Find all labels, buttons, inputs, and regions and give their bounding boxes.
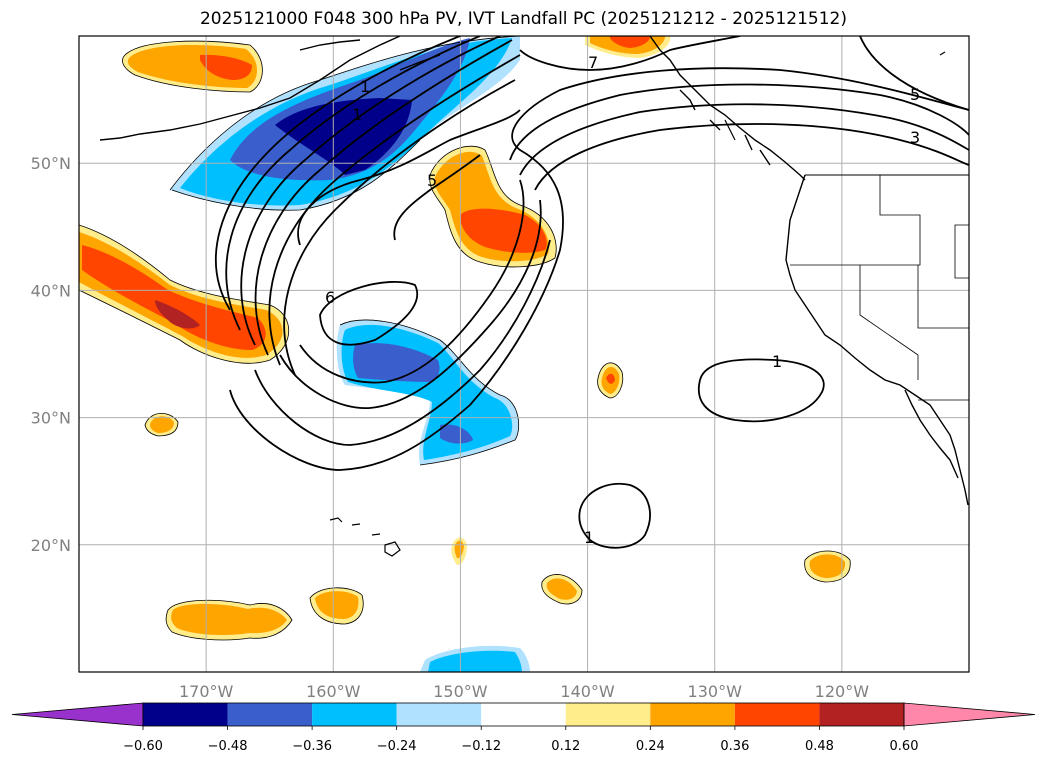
colorbar-segment <box>143 703 228 726</box>
positive-anomaly-region <box>150 416 174 433</box>
colorbar-tick-label: 0.48 <box>805 739 834 754</box>
positive-anomaly-region <box>171 603 287 636</box>
positive-anomaly-region <box>606 373 615 384</box>
longitude-labels: 170°W 160°W 150°W 140°W 130°W 120°W <box>179 682 869 701</box>
contour-label: 3 <box>910 128 920 147</box>
positive-anomaly-region <box>82 245 266 350</box>
colorbar-tick-label: 0.36 <box>720 739 749 754</box>
colorbar-segment <box>819 703 904 726</box>
positive-anomaly-region <box>460 208 547 253</box>
colorbar-segment <box>396 703 482 726</box>
contour-label: 5 <box>427 171 437 190</box>
colorbar-tick-label: −0.24 <box>377 739 417 754</box>
positive-anomaly-region <box>809 554 846 578</box>
contour-label-layer: 1 1 1 1 3 5 6 5 7 <box>325 53 920 547</box>
colorbar-segment <box>650 703 735 726</box>
colorbar-segment <box>734 703 820 726</box>
latitude-tick-label: 30°N <box>31 409 71 428</box>
latitude-tick-label: 40°N <box>31 281 71 300</box>
contour-label: 1 <box>772 352 782 371</box>
longitude-tick-label: 120°W <box>815 682 870 701</box>
colorbar-tick-label: −0.60 <box>123 739 163 754</box>
positive-anomaly-region <box>610 36 650 48</box>
positive-anomaly-region <box>155 300 200 329</box>
colorbar-tick-label: 0.24 <box>636 739 665 754</box>
contour-label: 7 <box>588 53 598 72</box>
shaded-field-layer <box>79 36 851 672</box>
positive-anomaly-region <box>200 54 252 80</box>
negative-anomaly-region <box>428 650 522 672</box>
positive-anomaly-region <box>546 578 577 600</box>
longitude-tick-label: 170°W <box>179 682 234 701</box>
longitude-tick-label: 140°W <box>560 682 615 701</box>
negative-anomaly-region <box>353 343 440 382</box>
longitude-tick-label: 130°W <box>688 682 743 701</box>
latitude-tick-label: 20°N <box>31 536 71 555</box>
colorbar-tick-label: −0.36 <box>292 739 332 754</box>
map-title: 2025121000 F048 300 hPa PV, IVT Landfall… <box>199 9 847 29</box>
colorbar-tick-label: 0.60 <box>890 739 919 754</box>
colorbar-segment <box>565 703 651 726</box>
contour-label: 5 <box>910 85 920 104</box>
negative-anomaly-region <box>440 424 473 444</box>
colorbar: −0.60 −0.48 −0.36 −0.24 −0.12 0.12 0.24 0.36 0.4… <box>11 702 1036 754</box>
positive-anomaly-region <box>315 591 359 619</box>
latitude-tick-label: 50°N <box>31 154 71 173</box>
contour-label: 1 <box>360 77 370 96</box>
contour-label: 1 <box>584 528 594 547</box>
colorbar-segment <box>481 703 566 726</box>
coastline-layer <box>99 36 969 557</box>
colorbar-tick-label: −0.48 <box>208 739 248 754</box>
colorbar-segment <box>312 703 397 726</box>
longitude-tick-label: 160°W <box>306 682 361 701</box>
contour-label: 1 <box>352 105 362 124</box>
latitude-labels: 50°N 40°N 30°N 20°N <box>31 154 71 555</box>
colorbar-tick-label: 0.12 <box>551 739 580 754</box>
colorbar-frame <box>142 702 905 727</box>
longitude-tick-label: 150°W <box>433 682 488 701</box>
contour-label: 6 <box>325 288 335 307</box>
colorbar-segment <box>227 703 313 726</box>
contour-layer <box>215 36 969 549</box>
map-frame <box>78 35 970 673</box>
colorbar-extend-min <box>11 702 144 727</box>
colorbar-tick-label: −0.12 <box>461 739 501 754</box>
colorbar-extend-max <box>903 702 1036 727</box>
